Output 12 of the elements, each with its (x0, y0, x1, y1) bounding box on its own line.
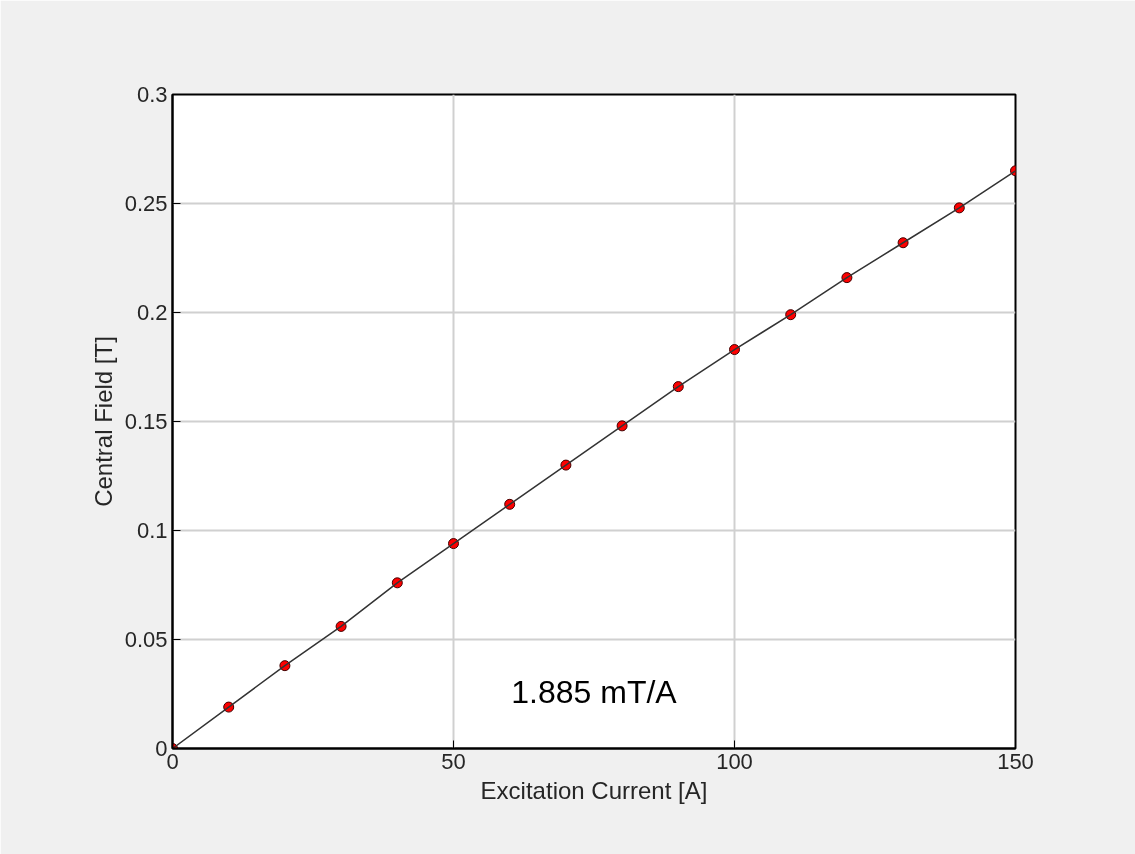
y-axis-title: Central Field [T] (89, 336, 117, 507)
y-tick-label: 0.25 (124, 191, 168, 216)
y-tick-label: 0.3 (136, 82, 168, 107)
y-tick-label: 0.05 (124, 627, 168, 652)
x-axis-title: Excitation Current [A] (480, 776, 708, 804)
y-tick-label: 0.15 (124, 409, 168, 434)
x-tick-label: 150 (997, 748, 1034, 774)
annotation: 1.885 mT/A (511, 673, 678, 710)
x-tick-label: 50 (441, 748, 466, 774)
y-tick-label: 0.1 (136, 518, 168, 543)
y-tick-label: 0.2 (136, 300, 168, 325)
x-tick-label: 100 (716, 748, 753, 774)
